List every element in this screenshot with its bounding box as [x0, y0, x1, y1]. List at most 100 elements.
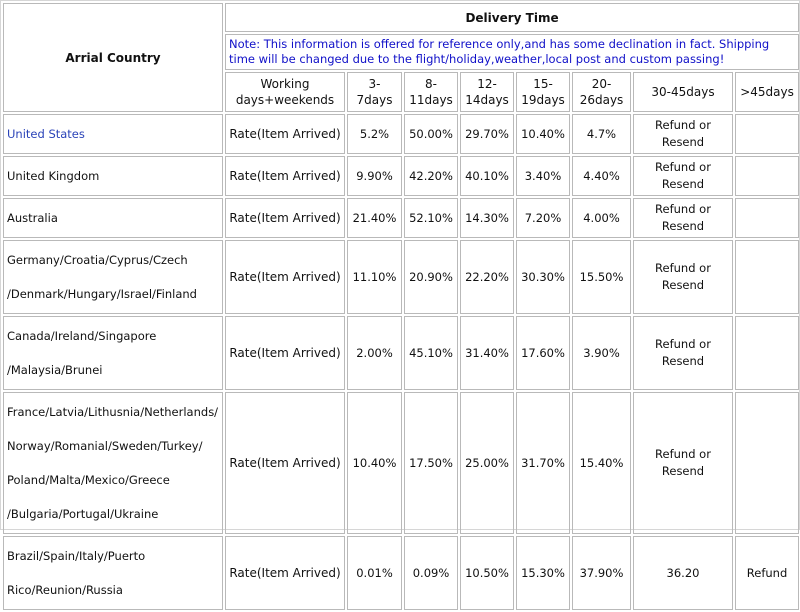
- delivery-time-header: Delivery Time: [225, 3, 800, 32]
- country-cell: Canada/Ireland/Singapore/Malaysia/Brunei: [3, 316, 223, 390]
- rate-value-cell: 10.40%: [347, 392, 402, 534]
- col-30-45-cell: Refund or Resend: [633, 240, 733, 314]
- over-45-cell: [735, 114, 800, 154]
- column-header: 30-45days: [633, 72, 733, 112]
- country-name: United Kingdom: [7, 169, 100, 183]
- rate-value-cell: 29.70%: [460, 114, 514, 154]
- col-30-45-text: Resend: [661, 354, 705, 368]
- rate-value-cell: 42.20%: [404, 156, 458, 196]
- country-cell: Australia: [3, 198, 223, 238]
- rate-value-cell: 3.40%: [516, 156, 570, 196]
- column-header-label: >45days: [740, 85, 794, 99]
- column-header-label: Working: [260, 77, 310, 91]
- col-30-45-cell: Refund or Resend: [633, 156, 733, 196]
- rate-value-cell: 4.00%: [572, 198, 631, 238]
- col-30-45-text: Resend: [661, 278, 705, 292]
- column-header-label: 20-: [591, 77, 612, 91]
- column-header-label: 12-: [477, 77, 497, 91]
- country-name: France/Latvia/Lithusnia/Netherlands/: [7, 405, 219, 419]
- country-cell: Brazil/Spain/Italy/Puerto Rico/Reunion/Ru…: [3, 536, 223, 610]
- country-name: Rico/Reunion/Russia: [7, 583, 123, 597]
- rate-value-cell: 25.00%: [460, 392, 514, 534]
- table-row: United Kingdom Rate(Item Arrived) 9.90% 42.…: [3, 156, 800, 196]
- column-header: 3-7days: [347, 72, 402, 112]
- country-name: Australia: [7, 211, 58, 225]
- rate-label-cell: Rate(Item Arrived): [225, 536, 345, 610]
- rate-value-cell: 52.10%: [404, 198, 458, 238]
- rate-label-cell: Rate(Item Arrived): [225, 156, 345, 196]
- column-header-label: 26days: [579, 93, 624, 107]
- rate-value-cell: 9.90%: [347, 156, 402, 196]
- header-row-note: Note: This information is offered for re…: [3, 34, 800, 70]
- country-name: United States: [7, 127, 85, 141]
- rate-value-cell: 7.20%: [516, 198, 570, 238]
- rate-value-cell: 17.60%: [516, 316, 570, 390]
- table-row: Brazil/Spain/Italy/Puerto Rico/Reunion/Ru…: [3, 536, 800, 610]
- column-header-label: 19days: [521, 93, 565, 107]
- rate-value-cell: 37.90%: [572, 536, 631, 610]
- column-header: 8- 11days: [404, 72, 458, 112]
- rate-value-cell: 22.20%: [460, 240, 514, 314]
- country-name: Germany/Croatia/Cyprus/Czech: [7, 253, 188, 267]
- rate-value-cell: 45.10%: [404, 316, 458, 390]
- column-header-label: 3-7days: [356, 77, 393, 107]
- rate-value-cell: 17.50%: [404, 392, 458, 534]
- col-30-45-text: Resend: [661, 219, 705, 233]
- over-45-cell: [735, 316, 800, 390]
- col-30-45-text: 36.20: [666, 565, 700, 580]
- rate-value-cell: 21.40%: [347, 198, 402, 238]
- col-30-45-cell: Refund or Resend: [633, 392, 733, 534]
- rate-value-cell: 11.10%: [347, 240, 402, 314]
- col-30-45-text: Refund or: [655, 202, 711, 216]
- column-header: >45days: [735, 72, 800, 112]
- column-header-row: Working days+weekends 3-7days 8- 11days 12- 14…: [3, 72, 800, 112]
- country-cell[interactable]: United States: [3, 114, 223, 154]
- rate-value-cell: 40.10%: [460, 156, 514, 196]
- col-30-45-text: Refund or: [655, 160, 711, 174]
- rate-value-cell: 31.70%: [516, 392, 570, 534]
- rate-value-cell: 20.90%: [404, 240, 458, 314]
- rate-value-cell: 15.30%: [516, 536, 570, 610]
- rate-value-cell: 50.00%: [404, 114, 458, 154]
- header-row-title: Arrial Country Delivery Time: [3, 3, 800, 112]
- country-name: Norway/Romanial/Sweden/Turkey/: [7, 439, 203, 453]
- rate-label-cell: Rate(Item Arrived): [225, 240, 345, 314]
- over-45-cell: [735, 240, 800, 314]
- rate-value-cell: 3.90%: [572, 316, 631, 390]
- over-45-cell: [735, 156, 800, 196]
- col-30-45-text: Resend: [661, 177, 705, 191]
- column-header-label: days+weekends: [235, 93, 335, 107]
- column-header-label: 8-: [425, 77, 437, 91]
- rate-value-cell: 15.50%: [572, 240, 631, 314]
- table-row: Germany/Croatia/Cyprus/Czech/Denmark/Hun…: [3, 240, 800, 314]
- rate-value-cell: 4.7%: [572, 114, 631, 154]
- country-cell: United Kingdom: [3, 156, 223, 196]
- rate-value-cell: 30.30%: [516, 240, 570, 314]
- rate-value-cell: 10.50%: [460, 536, 514, 610]
- col-30-45-cell: Refund or Resend: [633, 316, 733, 390]
- column-header: Working days+weekends: [225, 72, 345, 112]
- country-cell: France/Latvia/Lithusnia/Netherlands/Norw…: [3, 392, 223, 534]
- rate-value-cell: 31.40%: [460, 316, 514, 390]
- column-header-label: 14days: [465, 93, 509, 107]
- col-30-45-cell: Refund or Resend: [633, 198, 733, 238]
- column-header-label: 11days: [409, 93, 453, 107]
- column-header-label: 15-: [533, 77, 553, 91]
- rate-label-cell: Rate(Item Arrived): [225, 198, 345, 238]
- table-row: Canada/Ireland/Singapore/Malaysia/Brunei…: [3, 316, 800, 390]
- col-30-45-text: Refund or: [655, 337, 711, 351]
- over-45-cell: [735, 392, 800, 534]
- rate-label-cell: Rate(Item Arrived): [225, 316, 345, 390]
- country-name: Poland/Malta/Mexico/Greece: [7, 473, 170, 487]
- col-30-45-text: Resend: [661, 135, 705, 149]
- rate-label-cell: Rate(Item Arrived): [225, 114, 345, 154]
- col-30-45-cell: 36.20: [633, 536, 733, 610]
- rate-value-cell: 2.00%: [347, 316, 402, 390]
- col-30-45-text: Resend: [661, 464, 705, 478]
- table-row: Australia Rate(Item Arrived) 21.40% 52.10% 1…: [3, 198, 800, 238]
- column-header: 12- 14days: [460, 72, 514, 112]
- rate-value-cell: 0.09%: [404, 536, 458, 610]
- country-name: /Malaysia/Brunei: [7, 363, 103, 377]
- country-name: /Bulgaria/Portugal/Ukraine: [7, 507, 159, 521]
